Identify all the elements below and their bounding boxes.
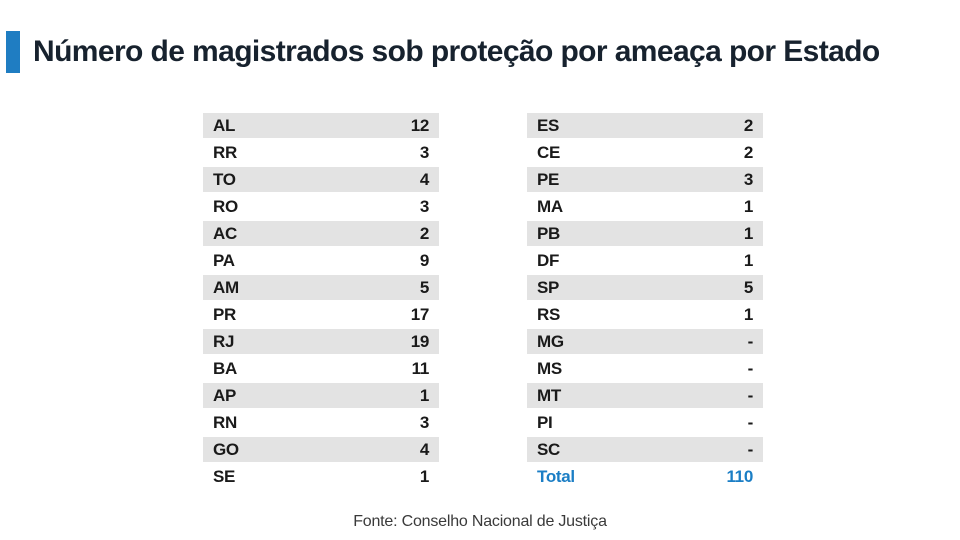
state-label: GO [213,439,239,459]
state-value: 1 [743,250,753,270]
state-label: RO [213,196,238,216]
table-row: AM 5 [203,274,439,301]
state-label: AM [213,277,239,297]
state-value: 3 [743,169,753,189]
state-value: 3 [419,196,429,216]
state-value: - [747,439,754,459]
states-table-left: AL 12 RR 3 TO 4 RO 3 AC 2 PA 9 AM 5 PR 17 RJ 19 BA 11 AP 1 RN 3… [203,112,439,490]
state-value: 12 [410,115,430,135]
state-value: - [747,385,754,405]
state-value: - [747,412,754,432]
state-label: MA [537,196,563,216]
state-label: TO [213,169,236,189]
table-row: TO 4 [203,166,439,193]
state-label: AP [213,385,237,405]
state-label: CE [537,142,561,162]
table-row: RR 3 [203,139,439,166]
state-label: PR [213,304,237,324]
state-value: 9 [419,250,429,270]
state-label: RR [213,142,237,162]
table-row: RO 3 [203,193,439,220]
state-value: 2 [743,115,753,135]
table-row: MG - [527,328,763,355]
state-value: 1 [743,304,753,324]
state-label: SE [213,466,236,486]
table-row: SP 5 [527,274,763,301]
table-row: RJ 19 [203,328,439,355]
state-label: AL [213,115,236,135]
table-row: PR 17 [203,301,439,328]
state-label: BA [213,358,237,378]
table-row: PB 1 [527,220,763,247]
table-row: RS 1 [527,301,763,328]
source-note: Fonte: Conselho Nacional de Justiça [353,513,607,530]
header: Número de magistrados sob proteção por a… [6,31,880,73]
state-value: - [747,358,754,378]
state-label: MS [537,358,562,378]
state-label: MT [537,385,561,405]
table-row: SC - [527,436,763,463]
state-label: SP [537,277,560,297]
table-row: MA 1 [527,193,763,220]
state-value: - [747,331,754,351]
table-row: PI - [527,409,763,436]
state-value: 4 [419,169,429,189]
state-label: RJ [213,331,235,351]
state-value: 3 [419,142,429,162]
state-label: PB [537,223,561,243]
table-row: CE 2 [527,139,763,166]
state-value: 2 [743,142,753,162]
table-row: PE 3 [527,166,763,193]
accent-bar [6,31,20,73]
state-value: 5 [743,277,753,297]
table-row: BA 11 [203,355,439,382]
table-row: ES 2 [527,112,763,139]
state-value: 17 [410,304,430,324]
table-row: MS - [527,355,763,382]
page-title: Número de magistrados sob proteção por a… [33,35,880,68]
state-label: MG [537,331,564,351]
state-value: 1 [743,196,753,216]
state-value: 1 [419,466,429,486]
state-label: RS [537,304,561,324]
total-row: Total 110 [527,463,763,490]
table-row: PA 9 [203,247,439,274]
state-label: PA [213,250,235,270]
state-value: 3 [419,412,429,432]
state-label: DF [537,250,560,270]
state-label: RN [213,412,237,432]
table-row: AP 1 [203,382,439,409]
state-value: 11 [411,358,430,378]
state-label: PI [537,412,553,432]
table-row: AC 2 [203,220,439,247]
table-row: AL 12 [203,112,439,139]
state-label: PE [537,169,560,189]
state-label: Total [537,466,575,486]
table-row: SE 1 [203,463,439,490]
table-row: DF 1 [527,247,763,274]
state-label: ES [537,115,560,135]
state-value: 2 [419,223,429,243]
state-value: 5 [419,277,429,297]
state-value: 19 [410,331,430,351]
table-row: RN 3 [203,409,439,436]
table-row: GO 4 [203,436,439,463]
state-label: SC [537,439,561,459]
table-row: MT - [527,382,763,409]
state-value: 1 [743,223,753,243]
state-value: 1 [419,385,429,405]
state-label: AC [213,223,237,243]
state-value: 110 [726,466,753,486]
state-value: 4 [419,439,429,459]
states-table-right: ES 2 CE 2 PE 3 MA 1 PB 1 DF 1 SP 5 RS 1 MG - MS - MT - PI - SC - T… [527,112,763,490]
